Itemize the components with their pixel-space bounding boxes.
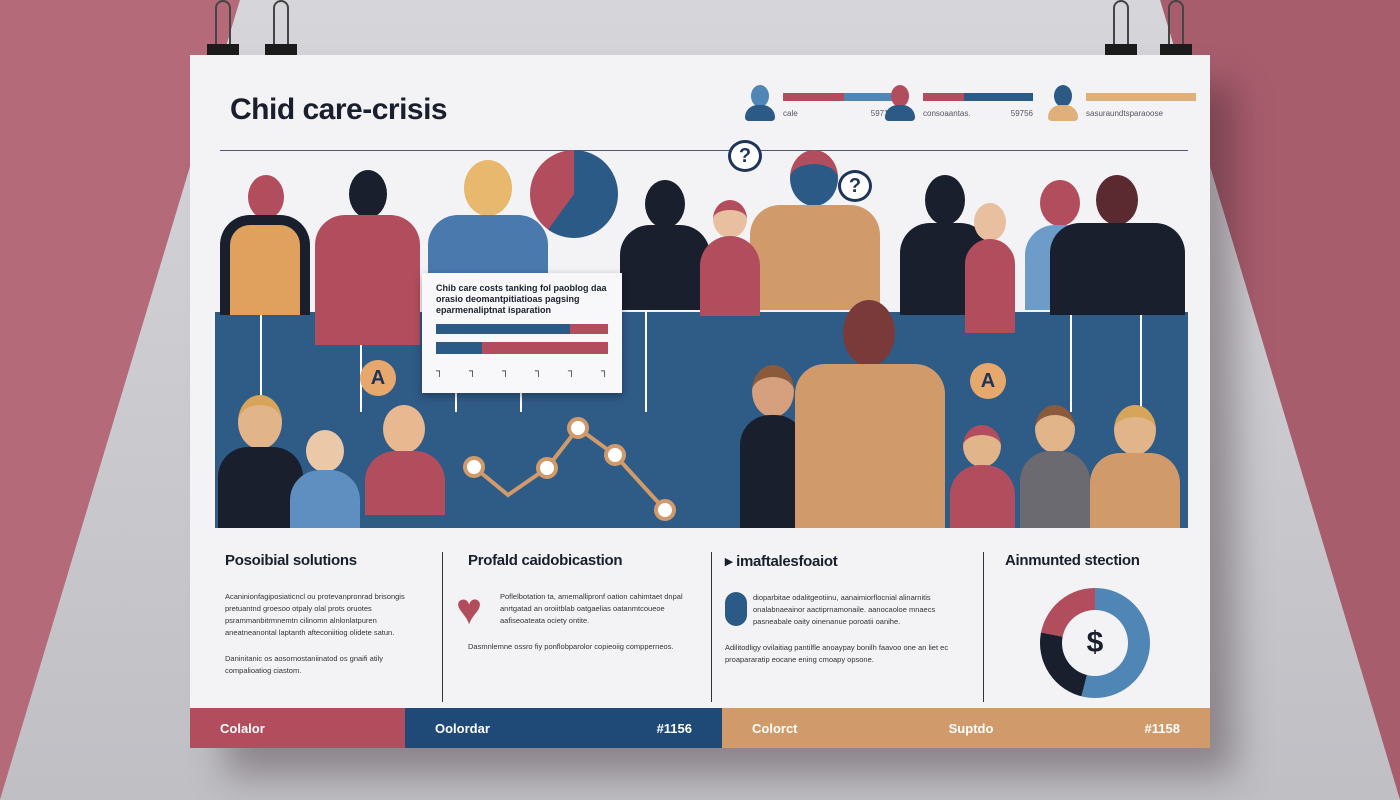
divider [983, 552, 984, 702]
person-figure [740, 365, 805, 528]
binder-clip-icon [1160, 0, 1192, 60]
divider [711, 552, 712, 702]
stat-card: Chib care costs tanking fol paoblog daa … [422, 273, 622, 393]
divider [220, 150, 1188, 151]
question-bubble-icon: ? [838, 170, 872, 202]
person-icon [885, 85, 915, 121]
person-silhouette [1050, 175, 1185, 315]
person-figure [1020, 405, 1090, 528]
tick: ┐ [600, 366, 608, 377]
line-point [536, 457, 558, 479]
child-figure [290, 430, 360, 528]
person-figure [218, 395, 303, 528]
legend-value: 59756 [1010, 109, 1033, 118]
line-point [654, 499, 676, 521]
footer-label: Colorct [752, 720, 798, 736]
tick: ┐ [436, 366, 444, 377]
column-text: Dasmnlemne ossro fiy ponflobparolor copi… [468, 642, 674, 651]
legend-item: cale 59716 [745, 85, 893, 121]
column-text: Poflelbotation ta, amemallipronf oation … [500, 592, 683, 625]
axis-ticks: ┐ ┐ ┐ ┐ ┐ ┐ [436, 366, 608, 377]
person-icon [745, 85, 775, 121]
child-figure [960, 203, 1020, 333]
divider [260, 312, 262, 412]
child-figure [950, 425, 1015, 528]
tick: ┐ [567, 366, 575, 377]
footer-code: #1156 [656, 720, 692, 736]
legend-label: sasuraundtsparaoose [1086, 109, 1163, 118]
column-text: dioparbitae odalitgeotiinu, aanaimiorflo… [753, 593, 936, 626]
column-funding: Ainmunted stection [1005, 552, 1185, 702]
tick: ┐ [501, 366, 510, 377]
progress-bar [436, 324, 608, 334]
info-icon [725, 592, 747, 626]
person-silhouette [220, 175, 310, 315]
line-point [463, 456, 485, 478]
footer-label: Colalor [220, 720, 265, 736]
column-heading: Profald caidobicastion [468, 552, 623, 569]
column-text: Adilitodligy ovilaitiag pantilfle anoayp… [725, 643, 949, 664]
person-figure [1090, 405, 1180, 528]
column-heading-text: imaftalesfoaiot [736, 553, 838, 570]
heart-icon: ♥ [456, 585, 483, 634]
tick: ┐ [534, 366, 542, 377]
divider [1070, 312, 1072, 412]
grade-badge: A [360, 360, 396, 396]
grade-badge: A [970, 363, 1006, 399]
child-figure [365, 405, 445, 515]
column-solutions: Posoibial solutions Acaninionfagiposiati… [225, 552, 435, 702]
column-heading: Ainmunted stection [1005, 552, 1140, 569]
divider [360, 312, 362, 412]
binder-clip-icon [265, 0, 297, 60]
dollar-icon: $ [1062, 610, 1128, 676]
footer-label: Suptdo [948, 720, 994, 736]
divider [442, 552, 443, 702]
donut-graphic: $ [1040, 588, 1150, 698]
divider [1140, 312, 1142, 412]
legend-label: consoaantas. [923, 109, 971, 118]
footer-swatch-pink: Colalor [190, 708, 405, 748]
column-text: Daninitanic os aosornostaniinatod os gna… [225, 654, 384, 675]
person-silhouette [315, 170, 420, 345]
legend-item: consoaantas. 59756 [885, 85, 1033, 121]
divider [645, 312, 647, 412]
legend-item: sasuraundtsparaoose [1048, 85, 1196, 121]
infographic-poster: Chid care-crisis cale 59716 consoaantas. 5… [190, 55, 1210, 748]
legend-label: cale [783, 109, 798, 118]
poster-title: Chid care-crisis [230, 93, 448, 126]
person-silhouette [750, 150, 880, 310]
footer-code: #1158 [1144, 720, 1180, 736]
binder-clip-icon [1105, 0, 1137, 60]
question-bubble-icon: ? [728, 140, 762, 172]
child-figure [695, 200, 765, 340]
person-silhouette [428, 160, 548, 275]
line-point [604, 444, 626, 466]
legend-value: 59716 [870, 109, 893, 118]
column-impact: ▸ imaftalesfoaiot dioparbitae odalitgeot… [725, 552, 975, 702]
column-text: Acaninionfagiposiaticncl ou protevanpron… [225, 592, 405, 637]
tick: ┐ [468, 366, 477, 377]
footer-swatch-blue: Oolordar #1156 [405, 708, 722, 748]
line-point [567, 417, 589, 439]
pie-graphic [530, 150, 618, 238]
column-heading: ▸ imaftalesfoaiot [725, 553, 838, 570]
person-figure [795, 300, 945, 528]
footer-label: Oolordar [435, 720, 490, 736]
person-silhouette [620, 180, 710, 310]
column-heading: Posoibial solutions [225, 552, 357, 569]
progress-bar [436, 342, 608, 354]
line-graphic [463, 417, 676, 521]
person-icon [1048, 85, 1078, 121]
footer-swatch-tan: Colorct Suptdo #1158 [722, 708, 1210, 748]
binder-clip-icon [207, 0, 239, 60]
color-footer: Colalor Oolordar #1156 Colorct Suptdo #1158 [190, 708, 1210, 748]
card-text: Chib care costs tanking fol paoblog daa … [436, 283, 607, 315]
column-profile: Profald caidobicastion ♥ Poflelbotation … [456, 552, 698, 702]
